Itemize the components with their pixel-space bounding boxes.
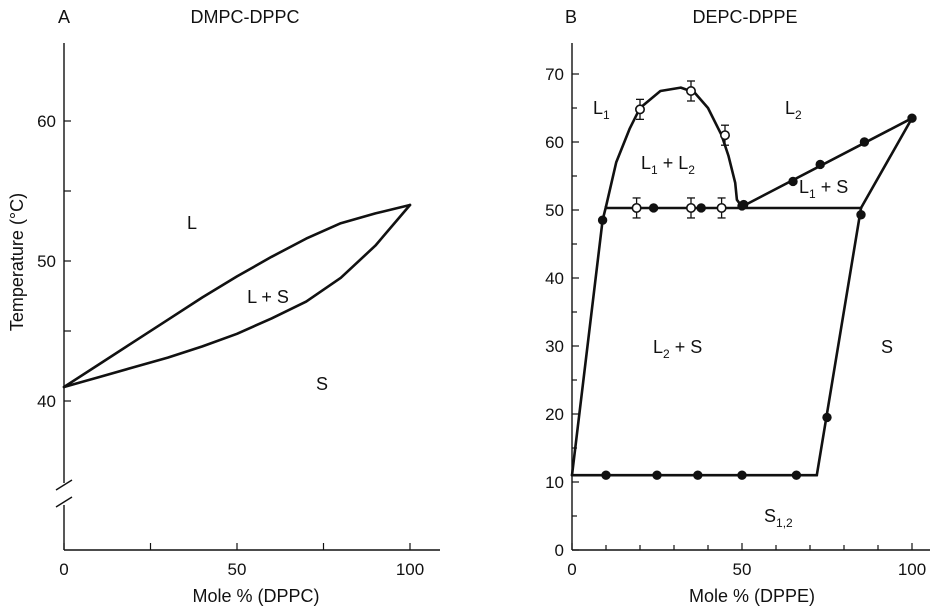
panel-a-x-tick-label: 0 [59,560,68,579]
panel-b-y-tick-label: 40 [545,269,564,288]
panel-b-region-s12-sub: 1,2 [776,516,793,530]
panel-b-filled-point [693,470,703,480]
panel-b-filled-point [791,470,802,480]
panel-b-filled-point [652,470,662,480]
panel-a-axis-break-mark-2 [55,496,73,508]
panel-b-filled-point [856,210,866,220]
panel-a-axis-break-mark-1 [55,479,73,491]
panel-b-region-l1-plus-s: L1 + S [799,177,848,201]
panel-b-region-l2-main: L [785,98,795,118]
panel-a-ticks: 0 50 100 40 50 60 [37,112,424,579]
panel-b-right-boundary [859,116,914,210]
panel-b-y-tick-label: 70 [545,65,564,84]
panel-b-region-l1-sub: 1 [603,108,610,122]
panel-a-x-axis-label: Mole % (DPPC) [192,586,319,606]
panel-b-region-s: S [881,337,893,357]
panel-b-x-tick-label: 50 [733,560,752,579]
panel-b-filled-point [859,137,870,147]
panel-b-region-l1-plus-l2-mid: + L [658,153,689,173]
panel-b-open-point [634,104,645,115]
panel-b-y-tick-label: 20 [545,405,564,424]
panel-a-y-axis-label: Temperature (°C) [7,193,27,331]
panel-b-right-liquidus [740,116,914,208]
panel-b-region-l2-plus-s-tail: + S [670,337,703,357]
panel-b-region-l1-plus-l2-main: L [641,153,651,173]
panel-b-region-s12: S1,2 [764,506,793,530]
panel-b-open-point [716,202,727,213]
panel-b-filled-point [737,470,747,480]
panel-b-filled-point [696,203,706,213]
panel-b-x-tick-label: 100 [898,560,926,579]
panel-b-region-l1-plus-s-main: L [799,177,809,197]
panel-b-y-tick-label: 50 [545,201,564,220]
panel-b-y-tick-label: 30 [545,337,564,356]
panel-b-solidus-right [815,206,863,477]
panel-b-filled-point [907,113,917,123]
panel-a-axes [55,43,440,551]
panel-b-y-tick-label: 60 [545,133,564,152]
panel-b-region-l1-plus-l2-sub1: 1 [651,163,658,177]
panel-a-x-tick-label: 50 [228,560,247,579]
panel-a-x-tick-label: 100 [396,560,424,579]
panel-a-region-l-plus-s: L + S [247,287,289,307]
panel-b-region-l1: L1 [593,98,610,122]
panel-b-filled-point [601,470,611,480]
panel-b-region-l2-plus-s-sub: 2 [663,347,670,361]
panel-b-region-l1-plus-s-tail: + S [816,177,849,197]
panel-b: B DEPC-DPPE 0 50 100 0 10 20 30 40 50 60 70 Mole %… [545,7,930,606]
panel-b-left-liquidus [570,205,608,477]
panel-a-label: A [58,7,70,27]
panel-b-region-l2-sub: 2 [795,108,802,122]
panel-a-solidus-curve [62,203,412,389]
panel-b-points [597,80,917,480]
panel-a-y-tick-label: 60 [37,112,56,131]
panel-b-filled-point [788,176,798,187]
panel-b-open-point [685,86,696,97]
panel-b-filled-point [822,412,832,423]
panel-b-region-l1-plus-s-sub: 1 [809,187,816,201]
panel-b-open-point [685,202,696,213]
panel-b-y-tick-label: 0 [555,541,564,560]
panel-b-region-l1-plus-l2: L1 + L2 [641,153,695,177]
panel-a-title: DMPC-DPPC [190,7,299,27]
panel-b-open-point [631,202,642,213]
panel-b-open-point [719,130,730,141]
panel-b-x-axis-label: Mole % (DPPE) [689,586,815,606]
panel-b-x-tick-label: 0 [567,560,576,579]
panel-b-label: B [565,7,577,27]
panel-a-curves [62,203,412,389]
panel-a-region-s: S [316,374,328,394]
panel-b-region-s12-main: S [764,506,776,526]
panel-b-region-l1-plus-l2-sub2: 2 [688,163,695,177]
panel-b-region-l1-main: L [593,98,603,118]
panel-b-y-tick-label: 10 [545,473,564,492]
panel-a: A DMPC-DPPC 0 50 100 40 50 60 Mole % (DPPC) T… [7,7,440,606]
panel-a-region-l: L [187,213,197,233]
panel-b-region-l2: L2 [785,98,802,122]
panel-b-title: DEPC-DPPE [692,7,797,27]
panel-b-miscibility-dome [604,86,744,208]
panel-b-region-l2-plus-s: L2 + S [653,337,702,361]
panel-a-y-tick-label: 50 [37,252,56,271]
panel-b-filled-point [648,203,659,213]
panel-b-region-l2-plus-s-main: L [653,337,663,357]
panel-a-liquidus-curve [62,203,412,389]
panel-b-filled-point [739,199,749,210]
panel-b-filled-point [815,159,825,170]
panel-b-curves [570,86,914,477]
panel-b-ticks: 0 50 100 0 10 20 30 40 50 60 70 [545,65,926,579]
panel-b-filled-point [597,215,608,225]
panel-a-y-tick-label: 40 [37,392,56,411]
